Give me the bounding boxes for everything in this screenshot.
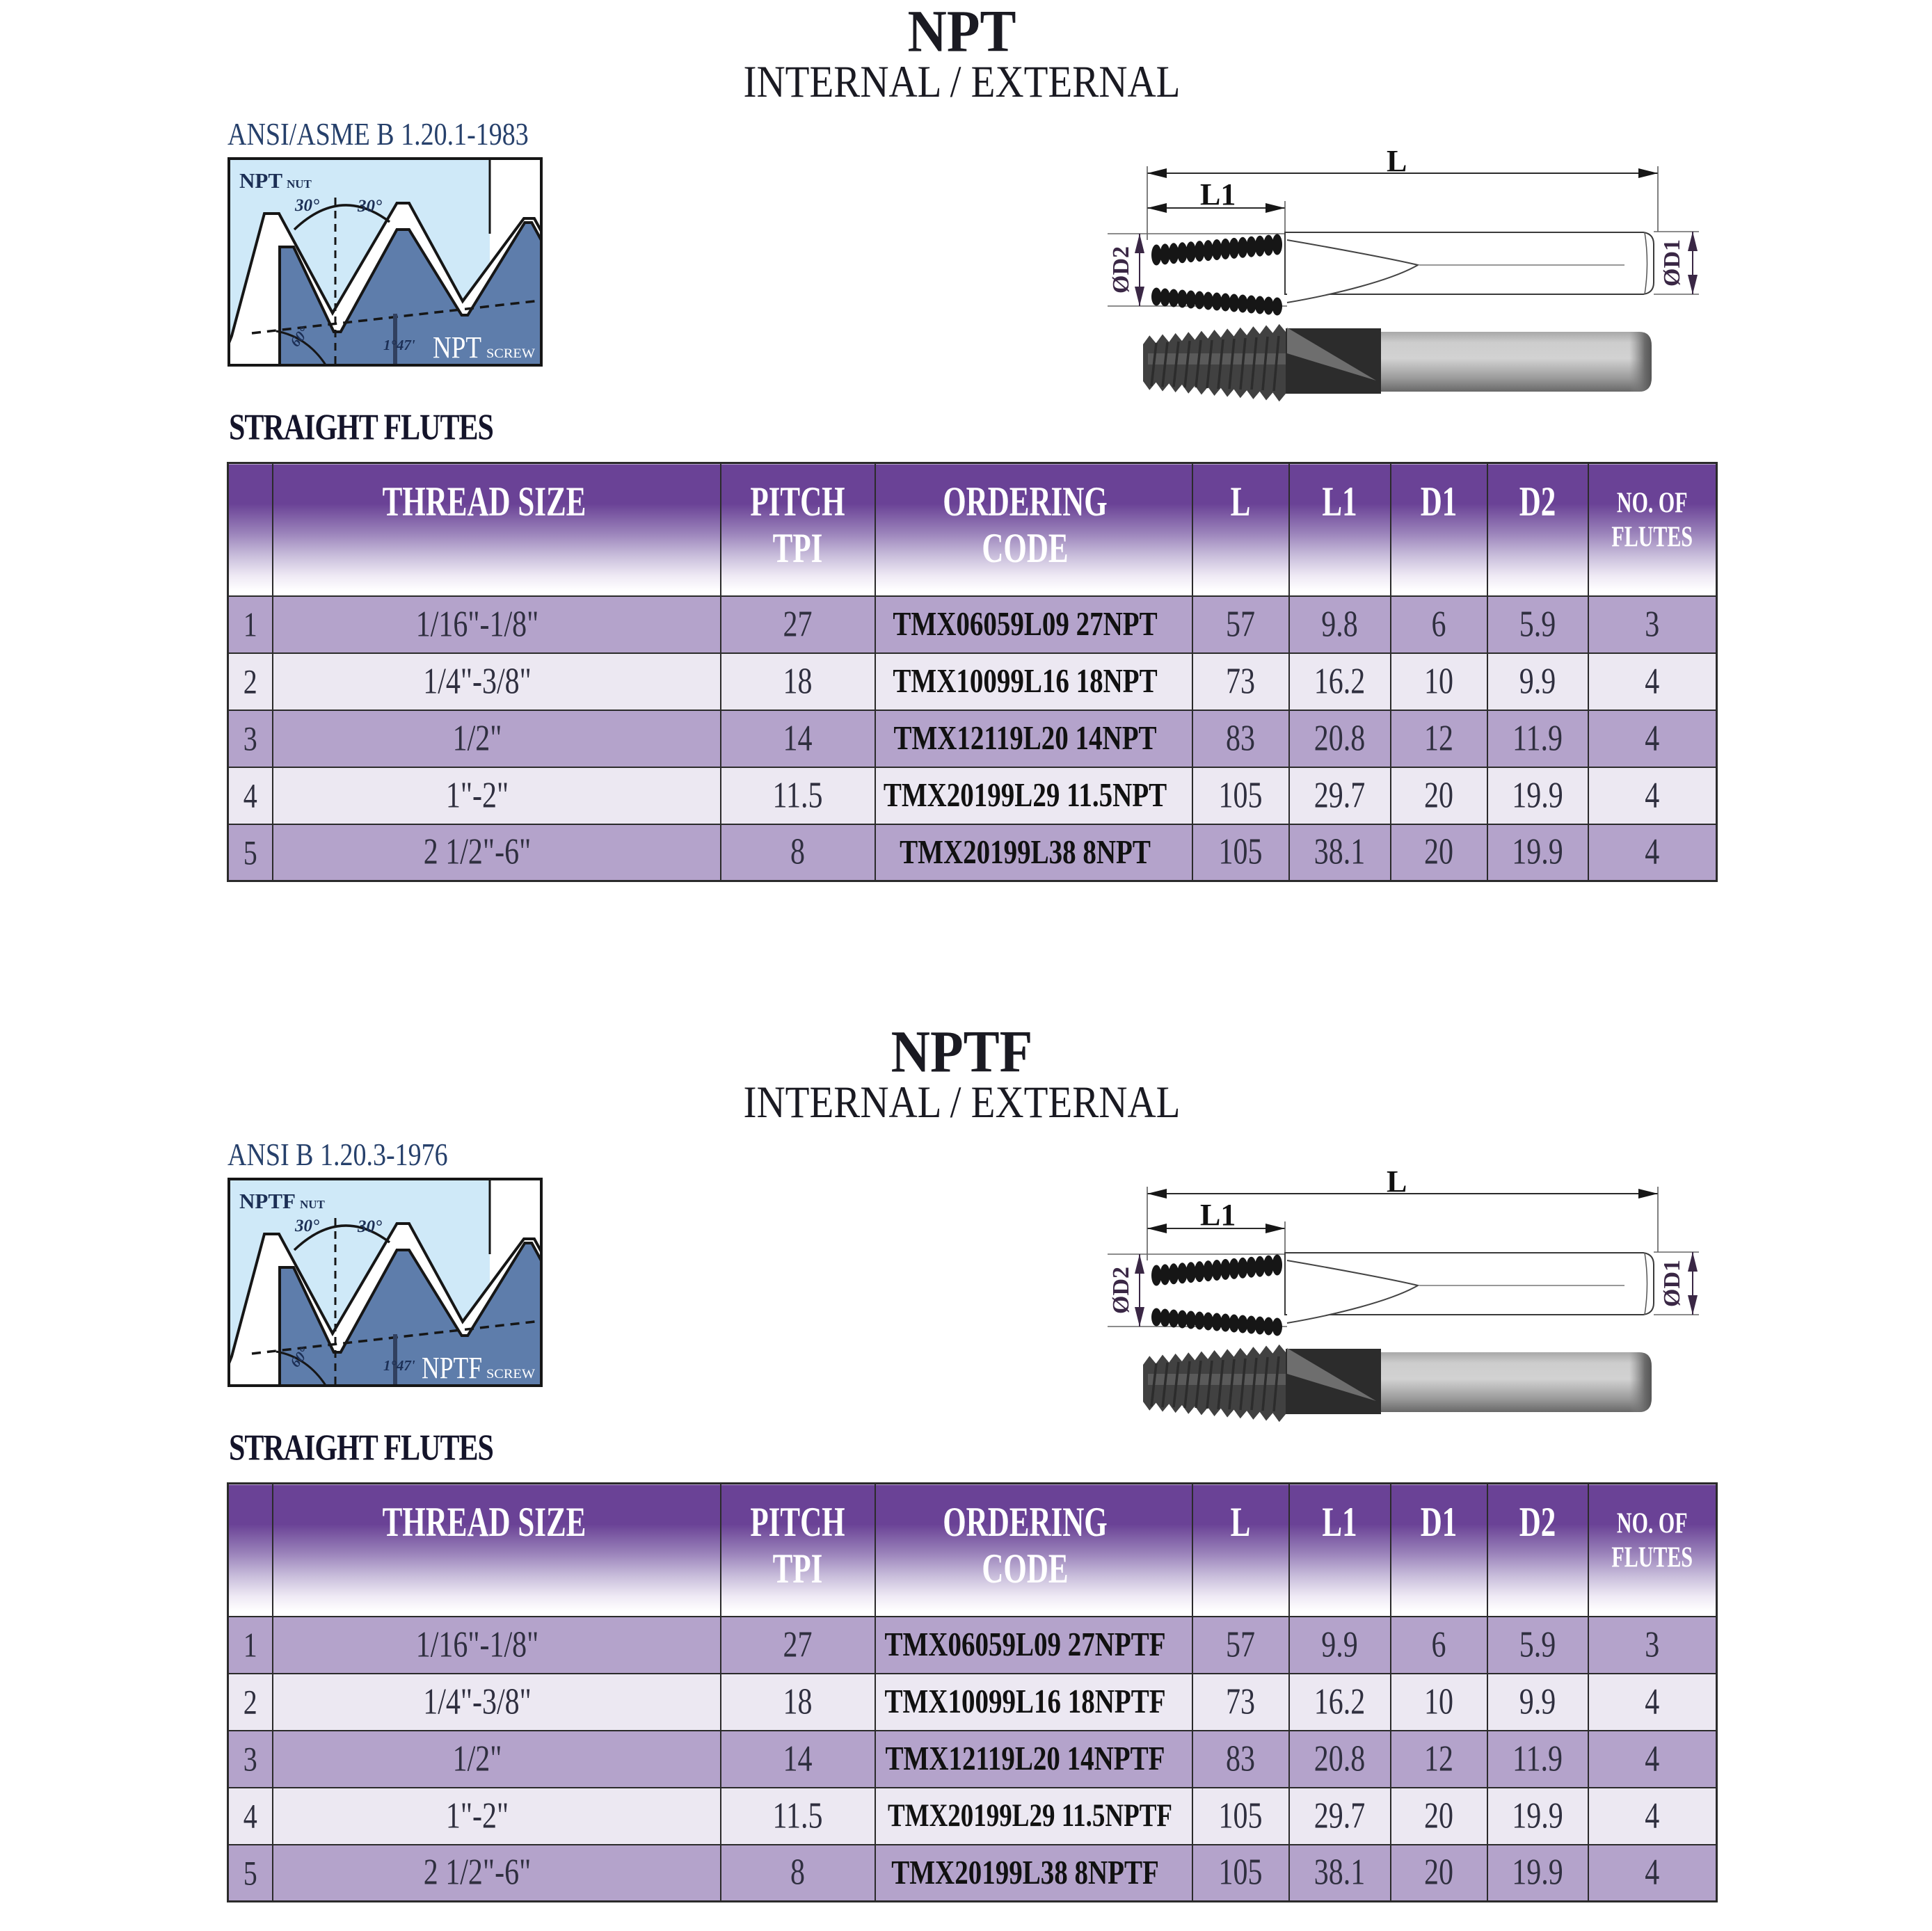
svg-text:30°: 30° bbox=[294, 196, 319, 215]
svg-text:L1: L1 bbox=[1200, 1198, 1236, 1232]
svg-text:ØD2: ØD2 bbox=[1108, 1267, 1134, 1314]
svg-text:1°47': 1°47' bbox=[383, 1357, 415, 1374]
svg-text:30°: 30° bbox=[294, 1217, 319, 1235]
svg-text:ØD1: ØD1 bbox=[1659, 1260, 1685, 1307]
svg-text:30°: 30° bbox=[357, 197, 382, 216]
svg-text:L1: L1 bbox=[1200, 177, 1236, 211]
svg-text:L: L bbox=[1387, 144, 1407, 178]
svg-text:1°47': 1°47' bbox=[383, 337, 415, 353]
svg-text:NPT: NPT bbox=[433, 330, 481, 364]
svg-text:ØD2: ØD2 bbox=[1108, 246, 1134, 294]
svg-text:SCREW: SCREW bbox=[486, 1367, 535, 1381]
svg-text:NPTF: NPTF bbox=[422, 1351, 482, 1385]
svg-text:ØD1: ØD1 bbox=[1659, 239, 1685, 287]
svg-text:30°: 30° bbox=[357, 1217, 382, 1236]
svg-text:SCREW: SCREW bbox=[486, 346, 535, 361]
svg-text:L: L bbox=[1387, 1164, 1407, 1199]
